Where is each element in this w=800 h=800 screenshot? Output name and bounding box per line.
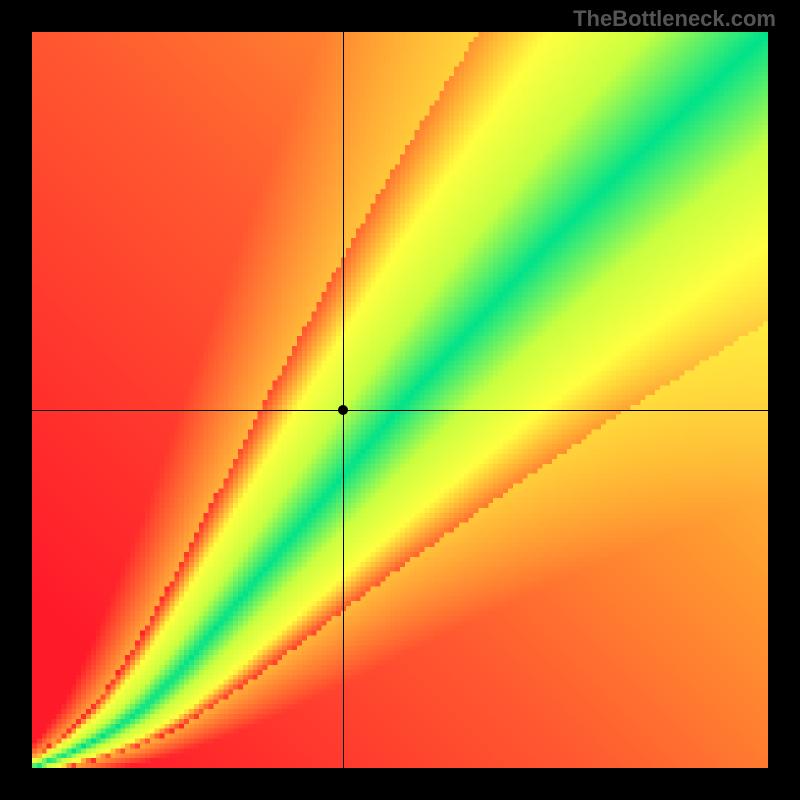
chart-container: TheBottleneck.com [0,0,800,800]
crosshair-vertical [343,32,344,768]
plot-area [32,32,768,768]
watermark-text: TheBottleneck.com [573,6,776,32]
crosshair-horizontal [32,410,768,411]
heatmap-canvas [32,32,768,768]
crosshair-marker [338,405,348,415]
